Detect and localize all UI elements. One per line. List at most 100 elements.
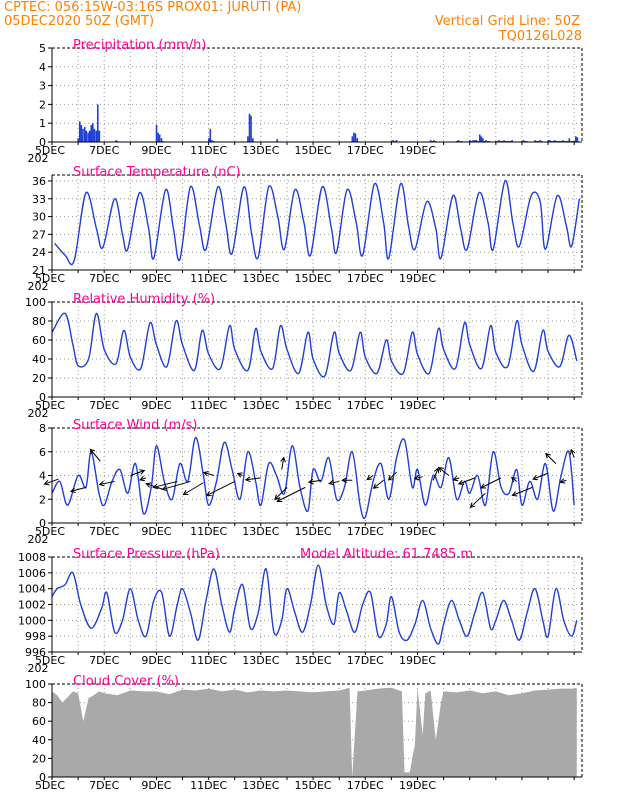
wind-arrow-head <box>69 487 76 494</box>
wind-arrow <box>458 477 476 485</box>
x-tick-fragment: 202 <box>28 662 49 675</box>
precip-bar <box>469 140 471 142</box>
x-tick-label: 11DEC <box>190 272 227 285</box>
precip-bar <box>92 123 94 142</box>
y-tick-label: 998 <box>25 630 46 643</box>
wind-arrow <box>545 453 557 464</box>
panel-title: Surface Pressure (hPa) <box>73 547 220 562</box>
precip-bar <box>473 140 476 142</box>
wind-arrow <box>245 477 261 481</box>
precip-bar <box>433 140 435 142</box>
header-line1: CPTEC: 056:15W-03:16S PROX01: JURUTI (PA… <box>4 0 301 15</box>
wind-arrow-head <box>205 491 212 497</box>
x-tick-label: 17DEC <box>347 399 384 412</box>
y-tick-label: 0 <box>39 136 46 149</box>
header-grid-note: Vertical Grid Line: 50Z <box>435 14 580 29</box>
wind-arrow-head <box>280 456 286 463</box>
x-tick-label: 19DEC <box>399 272 436 285</box>
wind-arrow <box>70 486 87 492</box>
wind-arrow-head <box>559 478 566 484</box>
x-tick-label: 9DEC <box>141 272 171 285</box>
y-tick-label: 1006 <box>18 567 46 580</box>
x-tick-label: 15DEC <box>295 654 332 667</box>
precip-bar <box>276 139 278 142</box>
precip-bar <box>248 113 251 142</box>
x-tick-label: 9DEC <box>141 779 171 792</box>
panel-4: 0 2 4 6 8 5DEC 7DEC 9DEC 11DEC 13DEC 15DEC 17DEC 19D… <box>28 418 583 546</box>
wind-arrow-head <box>152 483 159 490</box>
y-tick-label: 2 <box>39 98 46 111</box>
header-code: TQ0126L028 <box>498 29 582 44</box>
x-tick-label: 17DEC <box>347 272 384 285</box>
precip-bar <box>353 132 355 142</box>
y-tick-label: 36 <box>32 175 46 188</box>
y-tick-label: 1008 <box>18 551 46 564</box>
precip-bar <box>547 140 549 142</box>
y-tick-label: 80 <box>32 697 46 710</box>
x-tick-label: 7DEC <box>89 272 119 285</box>
precip-bar <box>503 140 505 142</box>
y-tick-label: 100 <box>25 296 46 309</box>
panel-title: Surface Temperature (nC) <box>73 165 241 180</box>
wind-arrow <box>308 479 321 483</box>
wind-arrow-head <box>236 472 243 478</box>
y-tick-label: 1 <box>39 117 46 130</box>
x-tick-label: 11DEC <box>190 654 227 667</box>
wind-arrow <box>162 480 191 490</box>
series-line <box>52 564 578 645</box>
wind-arrow-head <box>532 474 539 481</box>
precip-bar <box>356 138 359 142</box>
precip-bar <box>534 140 536 142</box>
x-tick-label: 15DEC <box>295 779 332 792</box>
wind-arrow-head <box>545 452 551 459</box>
precip-bar <box>252 138 254 142</box>
cloud-area <box>52 687 577 777</box>
y-tick-label: 21 <box>32 264 46 277</box>
precip-bar <box>250 115 252 142</box>
y-tick-label: 1004 <box>18 583 46 596</box>
wind-arrow-head <box>43 479 50 486</box>
wind-arrow <box>414 476 423 480</box>
panel-6: 0 20 40 60 80 100 5DEC 7DEC 9DEC 11DEC 13DEC 15DEC 1… <box>25 674 583 792</box>
y-tick-label: 24 <box>32 246 46 259</box>
precip-bar <box>522 140 525 142</box>
precip-bar <box>472 140 474 142</box>
precip-bar <box>485 140 487 142</box>
precip-bar <box>115 140 117 142</box>
y-tick-label: 20 <box>32 372 46 385</box>
x-tick-label: 5DEC <box>35 144 65 157</box>
wind-arrow-head <box>202 470 209 477</box>
wind-arrow-head <box>341 477 347 484</box>
x-tick-label: 19DEC <box>399 654 436 667</box>
y-tick-label: 3 <box>39 80 46 93</box>
x-tick-label: 5DEC <box>35 525 65 538</box>
wind-arrow-head <box>89 448 96 455</box>
precip-bar <box>83 126 86 142</box>
x-tick-label: 13DEC <box>242 272 279 285</box>
y-tick-label: 0 <box>39 517 46 530</box>
y-tick-label: 4 <box>39 470 46 483</box>
series-line <box>52 436 575 520</box>
wind-arrow-head <box>182 490 189 496</box>
wind-arrow <box>153 480 178 488</box>
panel-3: 0 20 40 60 80 100 5DEC 7DEC 9DEC 11DEC 13DEC 15DEC 1… <box>25 292 583 420</box>
y-tick-label: 40 <box>32 734 46 747</box>
x-tick-label: 5DEC <box>35 399 65 412</box>
precip-bar <box>95 130 98 142</box>
x-tick-label: 5DEC <box>35 779 65 792</box>
precip-bar <box>482 138 484 142</box>
wind-arrow-head <box>145 482 152 488</box>
precip-bar <box>78 121 81 142</box>
panel-title: Precipitation (mm/h) <box>73 38 206 53</box>
precip-bar <box>539 140 541 142</box>
wind-arrow-head <box>276 496 283 503</box>
precip-bar <box>457 140 460 142</box>
precip-bar <box>475 140 478 142</box>
precip-bar <box>395 140 398 142</box>
x-tick-fragment: 202 <box>28 533 49 546</box>
panel-2: 21 24 27 30 33 36 5DEC 7DEC 9DEC 11DEC 13DEC 15DEC 1… <box>28 165 583 293</box>
x-tick-label: 17DEC <box>347 144 384 157</box>
y-tick-label: 4 <box>39 61 46 74</box>
wind-arrow <box>470 492 486 508</box>
wind-arrow-head <box>480 483 487 489</box>
